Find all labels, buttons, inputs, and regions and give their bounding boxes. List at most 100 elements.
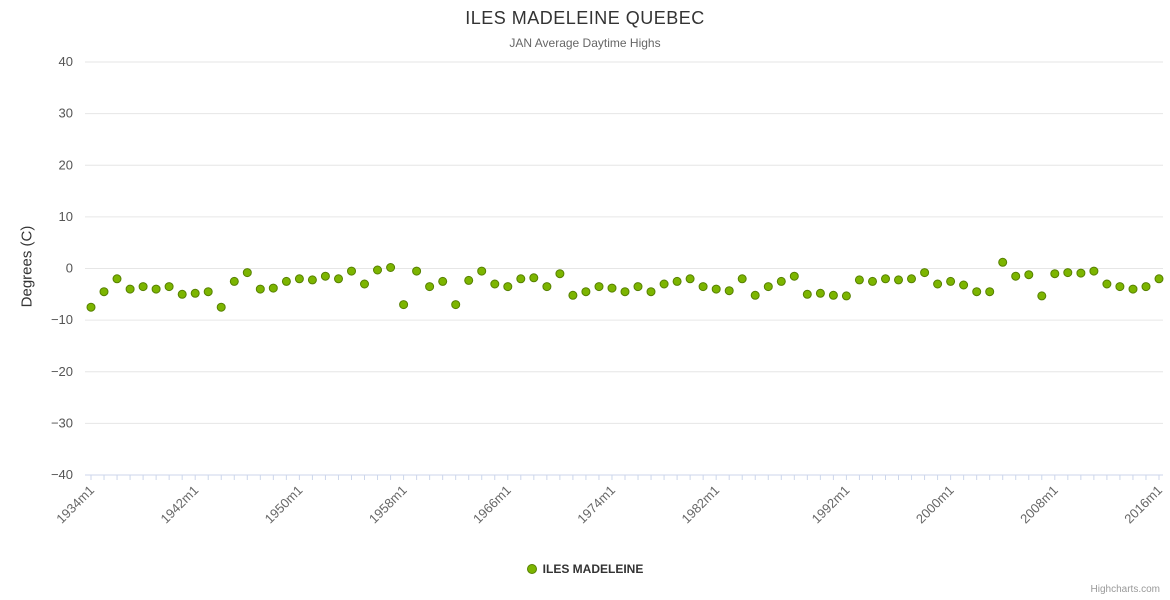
data-point[interactable] <box>255 284 265 294</box>
data-point[interactable] <box>1063 268 1073 278</box>
data-point[interactable] <box>1141 282 1151 292</box>
data-point[interactable] <box>177 289 187 299</box>
data-point[interactable] <box>633 282 643 292</box>
data-point[interactable] <box>242 268 252 278</box>
data-point[interactable] <box>894 275 903 285</box>
data-point[interactable] <box>451 300 461 310</box>
data-point[interactable] <box>933 279 943 289</box>
x-axis-tick-label: 2016m1 <box>1121 483 1165 527</box>
data-point[interactable] <box>320 271 330 281</box>
data-point[interactable] <box>594 282 604 292</box>
data-point[interactable] <box>841 291 851 301</box>
data-point[interactable] <box>203 287 213 297</box>
data-point[interactable] <box>776 276 786 286</box>
data-point[interactable] <box>190 288 200 298</box>
data-point[interactable] <box>985 287 995 297</box>
highcharts-credits-link[interactable]: Highcharts.com <box>1090 584 1160 595</box>
data-point[interactable] <box>412 266 422 276</box>
data-point[interactable] <box>464 275 474 285</box>
data-point[interactable] <box>1050 269 1060 279</box>
y-axis-tick-label: 10 <box>59 209 73 224</box>
legend-label: ILES MADELEINE <box>542 562 644 576</box>
data-point[interactable] <box>1128 284 1138 294</box>
data-point[interactable] <box>737 274 747 284</box>
data-point[interactable] <box>972 287 982 297</box>
data-point[interactable] <box>1076 268 1086 278</box>
data-point[interactable] <box>529 273 539 283</box>
data-point[interactable] <box>828 290 838 300</box>
data-point[interactable] <box>763 282 773 292</box>
x-axis-tick-label: 1966m1 <box>470 483 514 527</box>
data-point[interactable] <box>516 274 526 284</box>
data-point[interactable] <box>1011 271 1021 281</box>
data-point[interactable] <box>229 276 239 286</box>
data-point[interactable] <box>503 282 513 292</box>
data-point[interactable] <box>920 268 930 278</box>
data-point[interactable] <box>360 279 369 289</box>
data-point[interactable] <box>307 275 317 285</box>
y-axis-tick-label: −10 <box>51 312 73 327</box>
data-point[interactable] <box>607 283 617 293</box>
data-point[interactable] <box>685 274 695 284</box>
data-point[interactable] <box>438 276 448 286</box>
data-point[interactable] <box>99 287 109 297</box>
data-point[interactable] <box>1089 266 1099 276</box>
data-point[interactable] <box>854 275 864 285</box>
data-point[interactable] <box>555 269 565 279</box>
data-point[interactable] <box>399 300 409 310</box>
data-point[interactable] <box>946 276 956 286</box>
data-point[interactable] <box>216 302 226 312</box>
data-point[interactable] <box>881 274 890 284</box>
data-point[interactable] <box>711 284 721 294</box>
data-point[interactable] <box>164 282 174 292</box>
data-point[interactable] <box>86 302 96 312</box>
data-point[interactable] <box>1024 270 1034 280</box>
data-point[interactable] <box>112 274 122 284</box>
data-point[interactable] <box>907 274 916 284</box>
data-point[interactable] <box>477 266 487 276</box>
x-axis-tick-label: 1950m1 <box>262 483 306 527</box>
data-point[interactable] <box>373 265 382 275</box>
data-point[interactable] <box>151 284 161 294</box>
x-axis-tick-label: 1942m1 <box>157 483 201 527</box>
data-point[interactable] <box>659 279 669 289</box>
data-point[interactable] <box>334 274 343 284</box>
data-point[interactable] <box>386 263 396 272</box>
data-point[interactable] <box>698 282 708 292</box>
data-point[interactable] <box>268 283 278 293</box>
data-point[interactable] <box>1115 282 1125 292</box>
data-point[interactable] <box>802 289 812 299</box>
data-point[interactable] <box>789 271 799 281</box>
data-point[interactable] <box>281 276 291 286</box>
data-point[interactable] <box>724 286 734 296</box>
data-point[interactable] <box>581 287 591 297</box>
data-point[interactable] <box>959 280 969 290</box>
y-axis-tick-label: −40 <box>51 467 73 482</box>
data-point[interactable] <box>1102 279 1112 289</box>
series-marker-icon <box>526 564 537 574</box>
y-axis-tick-label: −20 <box>51 364 73 379</box>
data-point[interactable] <box>815 288 825 298</box>
data-point[interactable] <box>542 282 552 292</box>
data-point[interactable] <box>490 279 500 289</box>
legend-item-iles-madeleine[interactable]: ILES MADELEINE <box>526 562 644 576</box>
data-point[interactable] <box>1154 274 1164 284</box>
y-axis-tick-label: 40 <box>59 54 73 69</box>
chart-subtitle: JAN Average Daytime Highs <box>509 36 661 50</box>
data-point[interactable] <box>868 276 877 286</box>
y-axis-tick-label: 20 <box>59 157 73 172</box>
y-axis-tick-label: 0 <box>66 261 73 276</box>
data-point[interactable] <box>620 287 630 297</box>
data-point[interactable] <box>568 290 578 300</box>
data-point[interactable] <box>347 266 356 276</box>
data-point[interactable] <box>138 282 148 292</box>
data-point[interactable] <box>294 274 304 284</box>
data-point[interactable] <box>998 257 1008 267</box>
data-point[interactable] <box>1037 291 1047 301</box>
data-point[interactable] <box>646 287 656 297</box>
data-point[interactable] <box>425 282 435 292</box>
data-point[interactable] <box>125 284 135 294</box>
data-point[interactable] <box>672 276 682 286</box>
data-point[interactable] <box>750 290 760 300</box>
